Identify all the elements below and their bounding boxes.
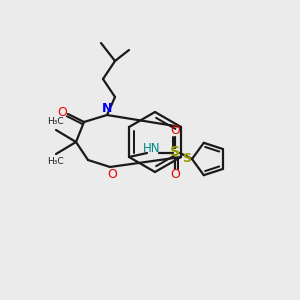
Text: O: O bbox=[170, 169, 180, 182]
Text: HN: HN bbox=[143, 142, 161, 154]
Text: O: O bbox=[107, 169, 117, 182]
Text: H₃C: H₃C bbox=[47, 158, 63, 166]
Text: S: S bbox=[170, 145, 180, 159]
Text: O: O bbox=[170, 124, 180, 137]
Text: O: O bbox=[57, 106, 67, 119]
Text: N: N bbox=[102, 101, 112, 115]
Text: H₃C: H₃C bbox=[47, 118, 63, 127]
Text: S: S bbox=[182, 152, 191, 164]
